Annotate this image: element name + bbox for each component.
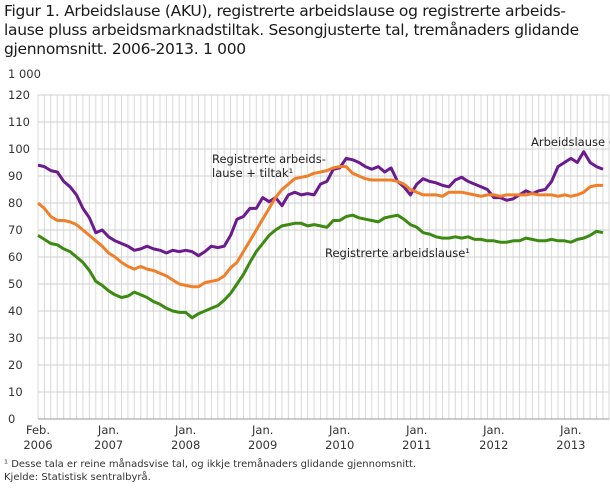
y-tick-label: 10: [8, 385, 23, 399]
series-labels: Arbeidslause (AKU) Registrerte arbeids-la…: [212, 135, 610, 260]
title-line: lause pluss arbeidsmarknadstiltak. Seson…: [4, 21, 579, 39]
x-tick-label: Jan.: [251, 423, 273, 437]
x-tick-label: Jan.: [174, 423, 196, 437]
source: Kjelde: Statistisk sentralbyrå.: [4, 472, 151, 483]
y-tick-label: 50: [8, 277, 23, 291]
series-line: [37, 213, 604, 320]
x-axis-ticks: Feb.2006Jan.2007Jan.2008Jan.2009Jan.2010…: [23, 423, 585, 452]
x-tick-label: Jan.: [328, 423, 350, 437]
y-tick-label: 30: [8, 331, 23, 345]
x-tick-label: Jan.: [97, 423, 119, 437]
y-tick-label: 40: [8, 304, 23, 318]
series-label: Registrerte arbeids-: [212, 152, 326, 166]
x-tick-label: 2009: [248, 438, 277, 452]
footnote-block: ¹ Desse tala er reine månadsvise tal, og…: [4, 458, 416, 484]
y-axis-unit-label: 1 000: [8, 67, 41, 81]
title-line: Figur 1. Arbeidslause (AKU), registrerte…: [4, 2, 566, 20]
x-tick-label: 2006: [23, 438, 52, 452]
y-tick-label: 20: [8, 358, 23, 372]
series-line: [37, 150, 604, 258]
x-tick-label: Jan.: [559, 423, 581, 437]
y-tick-label: 100: [8, 142, 30, 156]
x-tick-label: 2008: [171, 438, 200, 452]
x-tick-label: 2010: [325, 438, 354, 452]
y-axis-ticks: 0 10 20 30 40 50 60 70 80 90 100 110 120: [8, 88, 30, 426]
x-tick-label: Jan.: [405, 423, 427, 437]
y-tick-label: 90: [8, 169, 23, 183]
y-tick-label: 60: [8, 250, 23, 264]
series-label: Arbeidslause (AKU): [531, 135, 610, 149]
x-tick-label: 2012: [479, 438, 508, 452]
x-tick-label: 2007: [94, 438, 123, 452]
y-tick-label: 110: [8, 115, 30, 129]
y-tick-label: 0: [8, 412, 15, 426]
x-tick-label: 2011: [402, 438, 431, 452]
y-tick-label: 70: [8, 223, 23, 237]
x-tick-label: Feb.: [26, 423, 50, 437]
grid: [37, 94, 610, 420]
series-lines: [37, 150, 604, 320]
x-tick-label: Jan.: [482, 423, 504, 437]
chart-title: Figur 1. Arbeidslause (AKU), registrerte…: [4, 2, 608, 59]
series-label: lause + tiltak¹: [212, 166, 293, 180]
footnote: ¹ Desse tala er reine månadsvise tal, og…: [4, 459, 417, 470]
series-line: [37, 165, 603, 289]
title-line: gjennomsnitt. 2006-2013. 1 000: [4, 40, 246, 58]
x-tick-label: 2013: [556, 438, 585, 452]
y-tick-label: 80: [8, 196, 23, 210]
series-label: Registrerte arbeidslause¹: [325, 246, 470, 260]
y-tick-label: 120: [8, 88, 30, 102]
